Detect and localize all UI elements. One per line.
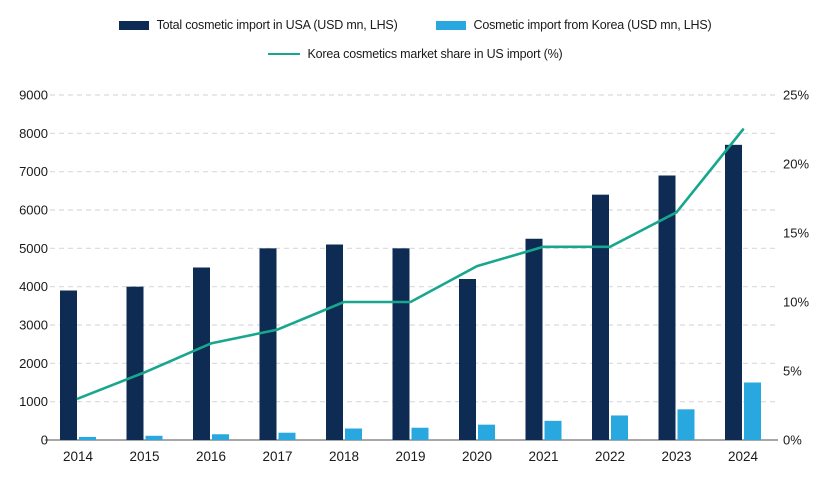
bar-total-2017 (259, 248, 277, 440)
chart-legend: Total cosmetic import in USA (USD mn, LH… (0, 18, 830, 61)
x-axis-label: 2017 (262, 449, 292, 464)
legend-swatch-total-import (118, 20, 149, 30)
bar-total-2016 (193, 267, 210, 440)
bar-korea-2024 (744, 382, 761, 440)
legend-item-market-share: Korea cosmetics market share in US impor… (267, 47, 563, 61)
x-axis-label: 2015 (129, 449, 159, 464)
x-axis-label: 2016 (196, 449, 226, 464)
bar-korea-2014 (79, 436, 96, 440)
bar-korea-2016 (212, 434, 229, 440)
left-axis-tick-label: 6000 (19, 203, 48, 218)
bar-korea-2020 (478, 424, 495, 440)
left-axis-tick-label: 3000 (19, 318, 48, 333)
x-axis-label: 2023 (661, 449, 691, 464)
bar-total-2022 (592, 194, 609, 440)
left-axis-tick-label: 5000 (19, 241, 48, 256)
left-axis-tick-label: 1000 (19, 394, 48, 409)
legend-label-korea-import: Cosmetic import from Korea (USD mn, LHS) (473, 18, 712, 32)
left-axis-tick-label: 7000 (19, 164, 48, 179)
bar-korea-2022 (611, 415, 628, 440)
x-axis-label: 2022 (595, 449, 625, 464)
bar-korea-2017 (278, 432, 296, 440)
legend-row-1: Total cosmetic import in USA (USD mn, LH… (118, 18, 712, 32)
x-axis-label: 2020 (462, 449, 492, 464)
legend-item-total-import: Total cosmetic import in USA (USD mn, LH… (118, 18, 398, 32)
market-share-line (76, 128, 745, 400)
bar-total-2024 (725, 144, 742, 441)
bar-korea-2023 (677, 409, 695, 440)
x-axis-label: 2019 (395, 449, 425, 464)
right-axis-tick-label: 0% (783, 433, 802, 448)
bar-total-2020 (459, 279, 476, 440)
right-axis-tick-label: 20% (783, 157, 809, 172)
right-axis-tick-label: 25% (783, 88, 809, 103)
x-axis-label: 2018 (329, 449, 359, 464)
bar-total-2019 (392, 248, 410, 440)
x-axis-label: 2014 (63, 449, 94, 464)
legend-swatch-market-share-line (267, 52, 300, 56)
left-axis-tick-label: 9000 (19, 88, 48, 103)
legend-row-2: Korea cosmetics market share in US impor… (267, 47, 563, 61)
right-axis-tick-label: 5% (783, 364, 802, 379)
bar-korea-2015 (145, 435, 163, 440)
bar-korea-2019 (411, 427, 429, 440)
right-axis-tick-label: 15% (783, 226, 809, 241)
bar-total-2021 (525, 238, 543, 440)
x-axis-label: 2021 (528, 449, 558, 464)
left-axis-tick-label: 8000 (19, 126, 48, 141)
left-axis-tick-label: 2000 (19, 356, 48, 371)
legend-label-market-share: Korea cosmetics market share in US impor… (307, 47, 563, 61)
right-axis-tick-label: 10% (783, 295, 809, 310)
left-axis-tick-label: 4000 (19, 279, 48, 294)
legend-label-total-import: Total cosmetic import in USA (USD mn, LH… (156, 18, 398, 32)
bar-total-2023 (658, 175, 676, 440)
bar-korea-2021 (544, 420, 562, 440)
legend-swatch-korea-import (435, 20, 466, 30)
x-axis-label: 2024 (728, 449, 759, 464)
bar-total-2018 (326, 244, 343, 440)
legend-item-korea-import: Cosmetic import from Korea (USD mn, LHS) (435, 18, 712, 32)
bar-total-2015 (126, 286, 144, 440)
bar-korea-2018 (345, 428, 362, 440)
left-axis-tick-label: 0 (41, 433, 48, 448)
bar-total-2014 (60, 290, 77, 440)
